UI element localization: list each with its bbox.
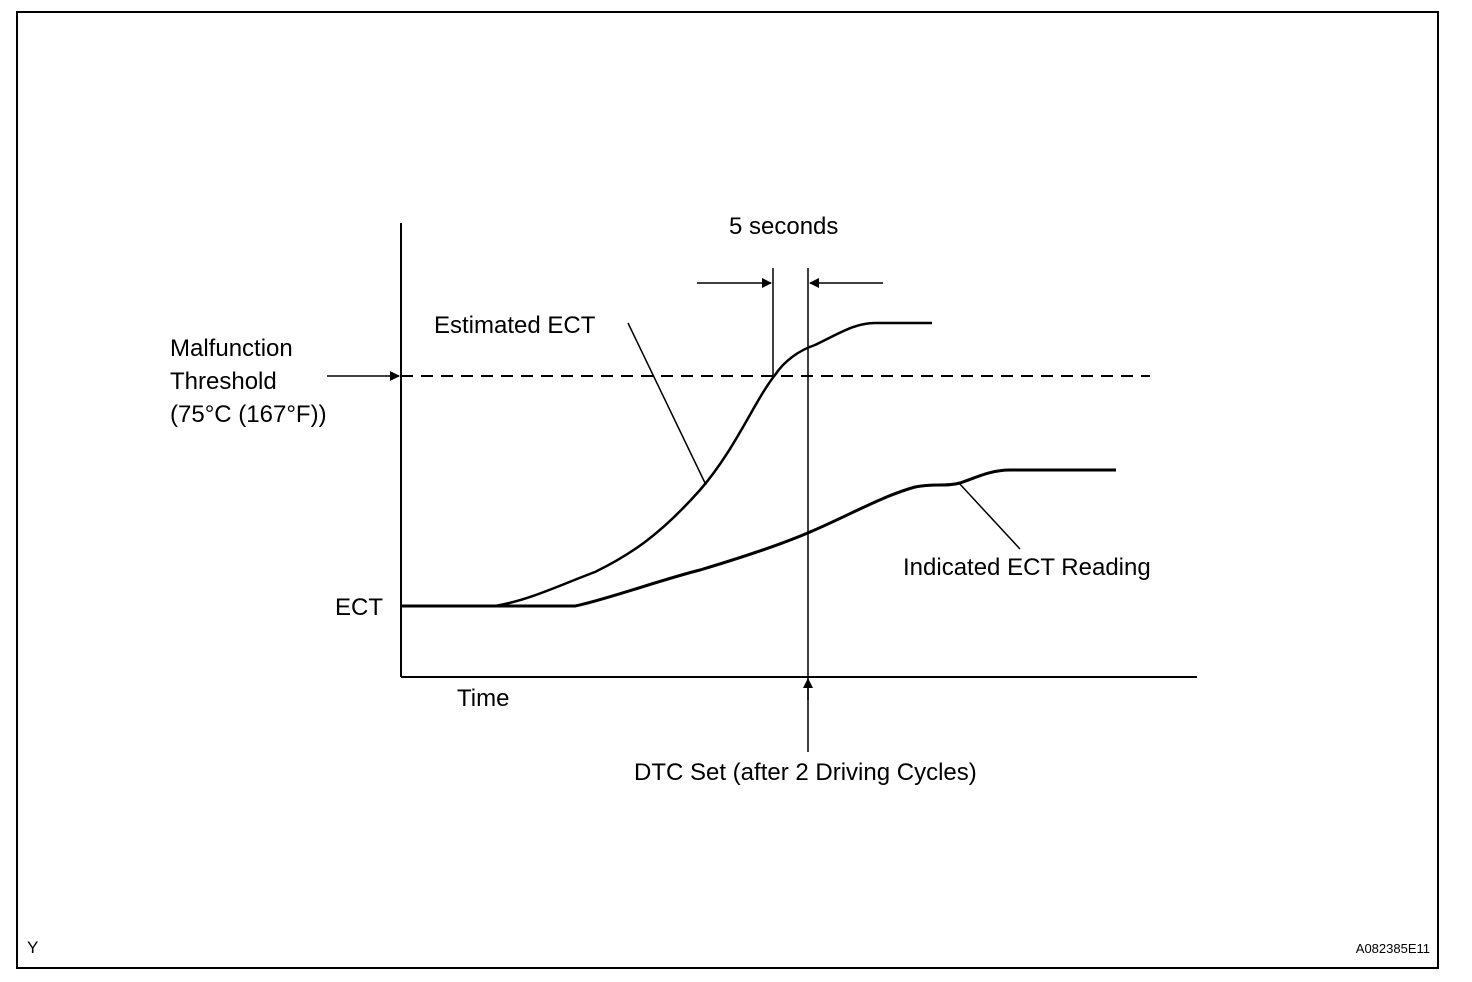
- indicated-ect-curve: [401, 468, 1116, 608]
- figure-id: A082385E11: [1356, 941, 1430, 956]
- estimated-ect-leader: [627, 322, 707, 486]
- estimated-ect-label: Estimated ECT: [434, 312, 596, 339]
- time-axis-label: Time: [457, 685, 509, 712]
- ect-axis-label: ECT: [335, 594, 383, 621]
- footer-left-code: Y: [27, 938, 38, 957]
- figure-border: [16, 11, 1439, 969]
- indicated-ect-leader: [957, 481, 1021, 550]
- dtc-set-label: DTC Set (after 2 Driving Cycles): [634, 759, 977, 786]
- five-seconds-label: 5 seconds: [729, 213, 838, 240]
- indicated-ect-label: Indicated ECT Reading: [903, 554, 1151, 581]
- estimated-ect-curve: [401, 321, 932, 608]
- threshold-label-line2: Threshold: [170, 368, 277, 395]
- threshold-label-line3: (75°C (167°F)): [170, 401, 327, 428]
- threshold-label-line1: Malfunction: [170, 335, 293, 362]
